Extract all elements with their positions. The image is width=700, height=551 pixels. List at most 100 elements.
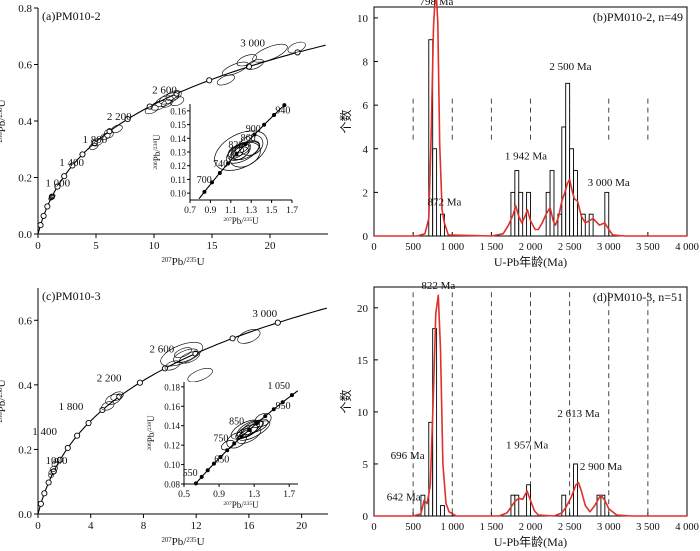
inset-error-ellipse	[236, 427, 262, 444]
error-ellipse	[287, 41, 306, 54]
y-tick-label: 0.0	[18, 229, 32, 241]
inset-y-axis-label: 206Pb/238U	[152, 134, 162, 170]
inset-y-tick-label: 0.15	[170, 120, 186, 130]
inset-age-marker	[234, 151, 239, 156]
concordia-age-label: 1 400	[59, 157, 84, 169]
inset-age-marker	[262, 122, 267, 127]
inset-age-label: 850	[229, 417, 244, 428]
age-marker	[69, 162, 76, 169]
inset-age-marker	[232, 441, 237, 446]
concordia-age-label: 1 800	[82, 134, 107, 146]
y-tick-label: 2	[363, 187, 369, 199]
age-marker	[294, 49, 301, 56]
inset-y-tick-label: 0.14	[170, 134, 186, 144]
inset-age-marker	[226, 161, 231, 166]
inset-age-marker	[271, 407, 276, 412]
age-marker	[40, 212, 47, 219]
x-axis-label: U-Pb年龄(Ma)	[494, 535, 567, 549]
inset-age-label: 1 050	[267, 381, 290, 392]
x-tick-label: 4 000	[675, 522, 699, 533]
inset-y-axis-label: 206Pb/238U	[146, 415, 156, 451]
age-marker	[37, 500, 44, 507]
concordia-age-label: 3 000	[240, 37, 265, 49]
y-tick-label: 0.8	[18, 3, 32, 15]
x-tick-label: 1 500	[480, 522, 504, 533]
y-tick-label: 5	[363, 459, 369, 471]
inset-y-tick-label: 0.12	[164, 441, 180, 451]
y-tick-label: 4	[363, 144, 369, 156]
inset-y-tick-label: 0.12	[170, 161, 186, 171]
histogram-bar	[600, 494, 606, 517]
inset-age-label: 740	[213, 159, 228, 170]
inset-x-tick-label: 1.1	[225, 206, 237, 216]
x-tick-label: 0	[35, 240, 41, 252]
histogram-bar	[588, 213, 594, 237]
inset-y-tick-label: 0.13	[170, 148, 186, 158]
error-ellipse	[160, 342, 204, 367]
panel-c-concordia: 0 4 8 12 16 20 0.0 0.2 0.4 0.6 1000 1 400 1 800 2 200…	[0, 288, 328, 548]
peak-age-label: 2 500 Ma	[549, 61, 591, 73]
inset-age-marker	[263, 414, 268, 419]
age-marker	[136, 379, 143, 386]
x-tick-label: 1 000	[440, 522, 464, 533]
x-tick-label: 16	[243, 520, 255, 532]
age-marker	[44, 203, 51, 210]
error-ellipse	[103, 129, 114, 139]
y-tick-label: 8	[363, 57, 369, 69]
inset-error-ellipse	[231, 146, 249, 161]
x-tick-label: 2 000	[519, 522, 543, 533]
x-tick-label: 2 000	[519, 242, 543, 253]
error-ellipse	[179, 351, 200, 364]
inset-error-ellipse	[235, 142, 249, 154]
inset-age-marker	[205, 468, 210, 473]
x-axis-label: U-Pb年龄(Ma)	[494, 255, 567, 269]
peak-age-label: 822 Ma	[421, 280, 455, 292]
x-tick-label: 8	[141, 520, 147, 532]
inset-age-label: 950	[276, 401, 291, 412]
peak-age-label: 2 613 Ma	[557, 408, 599, 420]
age-marker	[274, 319, 281, 326]
inset-age-label: 900	[246, 124, 261, 135]
error-ellipse	[150, 100, 167, 111]
inset-error-ellipse	[227, 145, 244, 159]
inset-age-marker	[272, 112, 277, 117]
y-tick-label: 0	[363, 511, 369, 523]
inset-age-marker	[218, 454, 223, 459]
x-tick-label: 0	[371, 522, 376, 533]
error-ellipse	[101, 401, 115, 411]
inset-age-label: 650	[214, 455, 229, 466]
inset-age-marker	[193, 481, 198, 486]
inset-y-tick-label: 0.11	[171, 175, 186, 185]
inset-error-ellipse	[239, 134, 264, 156]
peak-age-label: 3 000 Ma	[588, 177, 630, 189]
panel-d-histogram: 0 500 1 000 1 500 2 000 2 500 3 000 3 500 4 000 0…	[338, 280, 699, 549]
age-marker	[45, 479, 52, 486]
concordia-age-label: 1 800	[59, 401, 84, 413]
inset-y-tick-label: 0.10	[170, 189, 186, 199]
inset-age-marker	[211, 461, 216, 466]
inset-error-ellipse	[254, 412, 272, 427]
concordia-age-label: 2 600	[152, 84, 177, 96]
inset-error-ellipse	[232, 141, 260, 161]
probability-density-curve	[374, 294, 687, 517]
histogram-bar	[549, 170, 555, 237]
x-tick-label: 500	[405, 522, 421, 533]
inset-x-tick-label: 1.7	[283, 490, 295, 500]
histogram-bar	[604, 191, 610, 237]
y-axis-label: 206Pb/238U	[0, 99, 8, 142]
inset-age-marker	[280, 400, 285, 405]
inset-x-tick-label: 0.9	[213, 490, 225, 500]
peak-age-label: 696 Ma	[391, 450, 425, 462]
age-marker	[229, 335, 236, 342]
panel-title: (d)PM010-3, n=51	[593, 290, 683, 304]
age-marker	[79, 151, 86, 158]
inset-age-marker	[289, 393, 294, 398]
y-tick-label: 0.6	[18, 60, 32, 72]
y-axis-label: 个数	[338, 109, 353, 133]
inset-age-marker	[282, 103, 287, 108]
x-axis-label: 207Pb/235U	[161, 256, 204, 268]
x-tick-label: 15	[207, 240, 219, 252]
inset-age-label: 700	[197, 175, 212, 186]
inset-age-label: 860	[241, 133, 256, 144]
inset-age-marker	[252, 132, 257, 137]
